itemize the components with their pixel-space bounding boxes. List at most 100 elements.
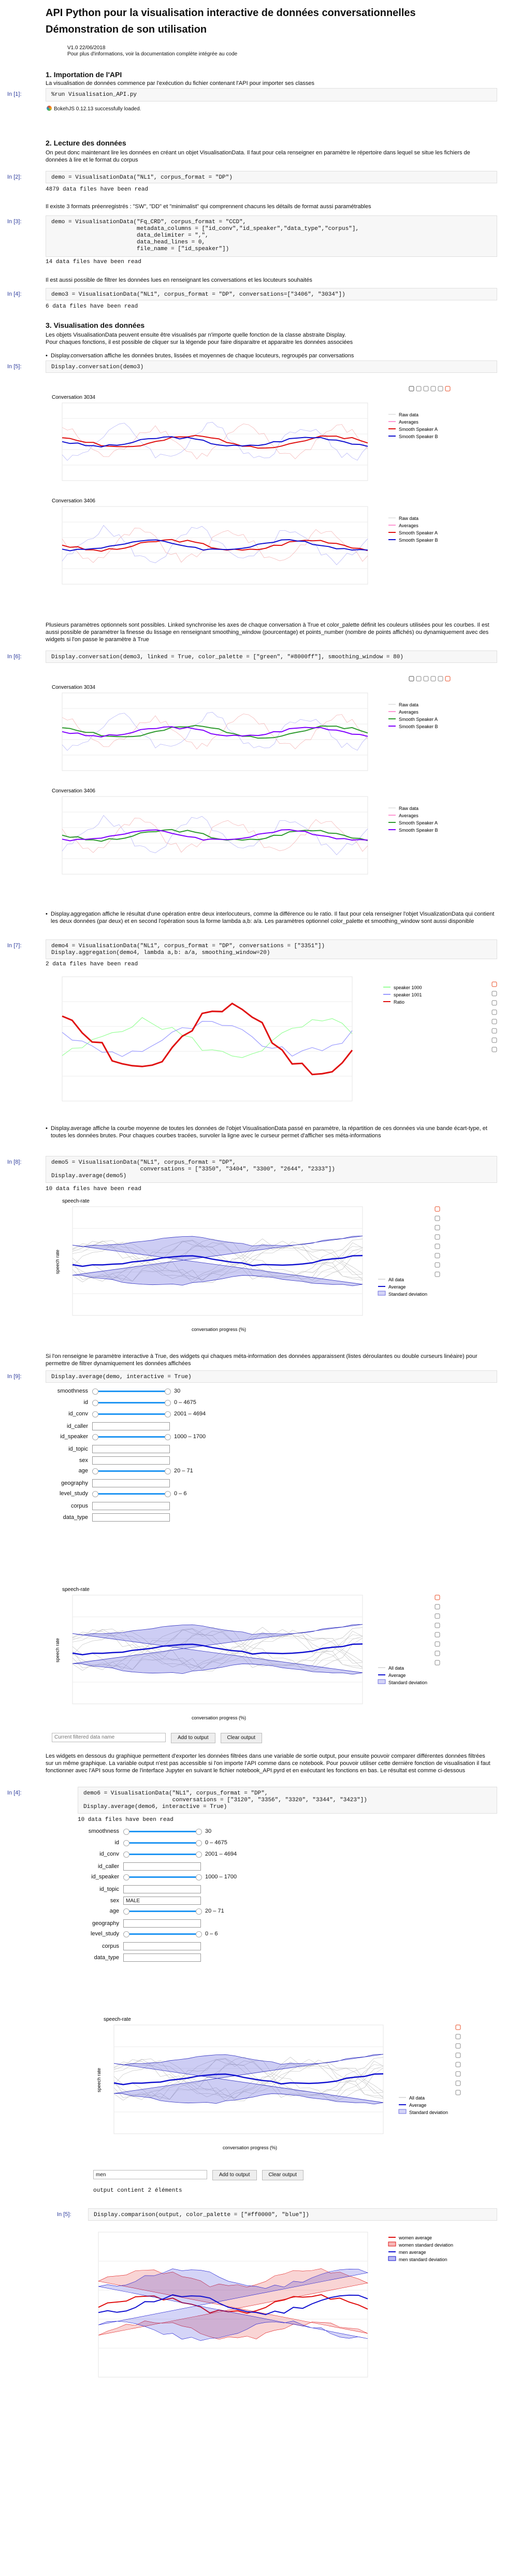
- comparison-plot[interactable]: women average women standard deviation men…: [88, 2227, 508, 2393]
- legend-label[interactable]: Averages: [399, 419, 418, 425]
- raw-data-line[interactable]: [72, 1630, 363, 1671]
- conversation-plots-linked[interactable]: Conversation 3034 Raw data Averages Smooth …: [52, 673, 508, 901]
- raw-data-line[interactable]: [72, 1627, 363, 1670]
- code-cell[interactable]: demo = VisualisationData("NL1", corpus_f…: [46, 171, 497, 183]
- range-slider[interactable]: [123, 1931, 202, 1937]
- range-slider[interactable]: [92, 1411, 171, 1417]
- plot-toolbar[interactable]: [435, 1206, 440, 1277]
- raw-data-line[interactable]: [72, 1630, 363, 1669]
- tool-icon[interactable]: [491, 1047, 497, 1052]
- smooth-speaker-b-line[interactable]: [62, 436, 368, 448]
- dropdown-select[interactable]: [92, 1445, 170, 1453]
- tool-icon[interactable]: [455, 2080, 461, 2086]
- tool-icon[interactable]: [455, 2071, 461, 2077]
- legend-label[interactable]: Average: [409, 2103, 426, 2108]
- raw-data-line[interactable]: [72, 1241, 363, 1283]
- legend-label[interactable]: women average: [398, 2235, 432, 2240]
- legend-label[interactable]: Smooth Speaker B: [399, 724, 438, 729]
- tool-icon[interactable]: [491, 1028, 497, 1034]
- average-interactive-plot[interactable]: speech-rate conversation progress (%) spee…: [52, 1585, 508, 1730]
- tool-icon[interactable]: [435, 1206, 440, 1212]
- raw-data-line[interactable]: [113, 2059, 384, 2098]
- dropdown-select[interactable]: [123, 1942, 201, 1950]
- tool-icon[interactable]: [416, 676, 422, 682]
- average-line[interactable]: [113, 2073, 384, 2086]
- dropdown-select[interactable]: [123, 1919, 201, 1928]
- tool-icon[interactable]: [455, 2034, 461, 2039]
- legend-label[interactable]: Standard deviation: [409, 2110, 448, 2115]
- raw-data-line[interactable]: [72, 1241, 363, 1281]
- raw-data-line[interactable]: [62, 525, 368, 566]
- legend-label[interactable]: Averages: [399, 813, 418, 818]
- dropdown-select[interactable]: [123, 1953, 201, 1962]
- clear-output-button[interactable]: Clear output: [220, 1733, 262, 1743]
- tool-icon[interactable]: [491, 1000, 497, 1006]
- conversation-plots[interactable]: Conversation 3034 Raw data Averages Smooth …: [52, 383, 508, 611]
- legend-label[interactable]: Ratio: [394, 1000, 404, 1005]
- raw-data-line[interactable]: [113, 2060, 384, 2101]
- smooth-speaker-b-line[interactable]: [62, 829, 368, 842]
- legend-label[interactable]: All data: [388, 1277, 404, 1282]
- tool-icon[interactable]: [455, 2024, 461, 2030]
- legend-label[interactable]: Smooth Speaker A: [399, 530, 438, 536]
- raw-data-line[interactable]: [113, 2060, 384, 2099]
- dropdown-select[interactable]: [92, 1456, 170, 1465]
- code-cell[interactable]: Display.conversation(demo3, linked = Tru…: [46, 650, 497, 663]
- legend-label[interactable]: speaker 1001: [394, 992, 422, 997]
- legend-label[interactable]: Raw data: [399, 412, 418, 417]
- smooth-speaker-b-line[interactable]: [62, 539, 368, 552]
- tool-icon[interactable]: [435, 1271, 440, 1277]
- range-slider[interactable]: [123, 1908, 202, 1915]
- range-slider[interactable]: [92, 1388, 171, 1395]
- dropdown-select[interactable]: [92, 1479, 170, 1487]
- tool-icon[interactable]: [435, 1215, 440, 1221]
- smooth-speaker-a-line[interactable]: [62, 829, 368, 842]
- legend[interactable]: All data Average Standard deviation: [398, 2095, 448, 2115]
- range-slider[interactable]: [92, 1434, 171, 1440]
- raw-data-line[interactable]: [62, 422, 368, 461]
- tool-icon[interactable]: [435, 1613, 440, 1619]
- tool-icon[interactable]: [435, 1595, 440, 1600]
- raw-data-line[interactable]: [72, 1240, 363, 1280]
- raw-data-line[interactable]: [72, 1630, 363, 1672]
- legend-label[interactable]: men average: [399, 2250, 426, 2255]
- dropdown-select[interactable]: [123, 1862, 201, 1871]
- tool-icon[interactable]: [430, 676, 436, 682]
- tool-icon[interactable]: [435, 1225, 440, 1231]
- std-deviation-band[interactable]: [113, 2054, 384, 2105]
- dropdown-select[interactable]: [123, 1885, 201, 1893]
- legend-label[interactable]: Standard deviation: [388, 1680, 427, 1685]
- code-cell[interactable]: demo5 = VisualisationData("NL1", corpus_…: [46, 1156, 497, 1183]
- tool-icon[interactable]: [435, 1234, 440, 1240]
- raw-data-line[interactable]: [113, 2057, 384, 2100]
- filter-name-input[interactable]: men: [93, 2170, 207, 2179]
- code-cell[interactable]: Display.comparison(output, color_palette…: [88, 2208, 497, 2221]
- plot-toolbar[interactable]: [455, 2024, 461, 2095]
- code-cell[interactable]: demo4 = VisualisationData("NL1", corpus_…: [46, 939, 497, 959]
- legend-label[interactable]: Smooth Speaker A: [399, 717, 438, 722]
- speaker-1001-line[interactable]: [62, 1021, 353, 1057]
- speaker-1000-line[interactable]: [62, 1017, 353, 1058]
- dropdown-select[interactable]: [92, 1513, 170, 1522]
- average-plot[interactable]: speech-rate conversation progress (%) spee…: [52, 1196, 508, 1341]
- legend-label[interactable]: Averages: [399, 523, 418, 528]
- raw-data-line[interactable]: [72, 1627, 363, 1671]
- aggregation-plot[interactable]: speaker 1000 speaker 1001 Ratio: [52, 972, 508, 1117]
- raw-data-line[interactable]: [113, 2059, 384, 2100]
- legend[interactable]: All data Average Standard deviation: [378, 1666, 427, 1685]
- add-to-output-button[interactable]: Add to output: [171, 1733, 215, 1743]
- legend-label[interactable]: Average: [388, 1284, 406, 1290]
- tool-icon[interactable]: [491, 981, 497, 987]
- raw-data-line[interactable]: [72, 1238, 363, 1281]
- raw-data-line[interactable]: [72, 1629, 363, 1668]
- tool-icon[interactable]: [445, 386, 451, 392]
- tool-icon[interactable]: [445, 676, 451, 682]
- legend[interactable]: Raw data Averages Smooth Speaker A Smooth S…: [388, 806, 438, 833]
- std-deviation-band[interactable]: [98, 2268, 369, 2341]
- tool-icon[interactable]: [435, 1253, 440, 1258]
- legend-label[interactable]: Smooth Speaker A: [399, 820, 438, 826]
- std-deviation-band[interactable]: [72, 1236, 363, 1286]
- legend[interactable]: All data Average Standard deviation: [378, 1277, 427, 1297]
- plot-toolbar[interactable]: [435, 1595, 440, 1666]
- range-slider[interactable]: [92, 1468, 171, 1474]
